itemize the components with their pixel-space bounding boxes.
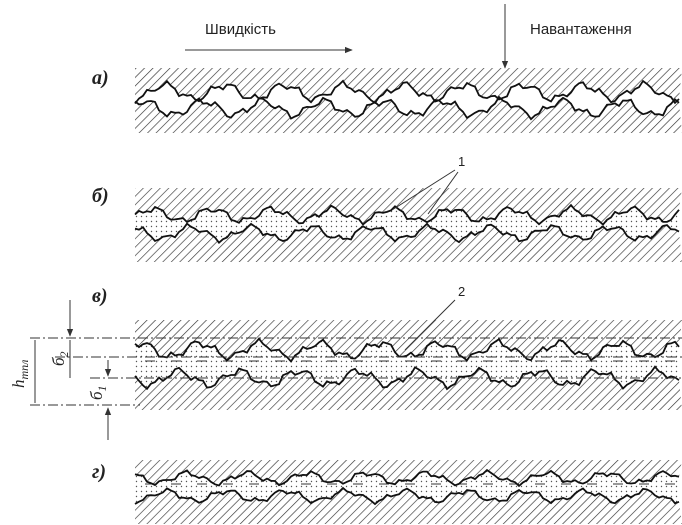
upper-body — [135, 68, 682, 104]
lower-body — [135, 223, 682, 262]
d2-sub: 2 — [57, 351, 71, 357]
h-sub: тпл — [17, 360, 31, 380]
upper-profile — [134, 468, 680, 488]
lower-body — [135, 488, 682, 524]
callout-number: 2 — [458, 284, 465, 299]
lubricant-layer — [135, 205, 679, 243]
lower-profile — [134, 95, 680, 121]
upper-profile — [134, 337, 680, 363]
panel-label: б) — [92, 185, 109, 207]
lower-profile — [134, 222, 680, 245]
upper-body — [135, 320, 682, 362]
lower-body — [135, 97, 682, 133]
lower-profile — [134, 365, 680, 391]
speed-label: Швидкість — [205, 21, 276, 38]
panel-label: г) — [92, 461, 106, 483]
dimensions: hтпл б2 б1 — [9, 300, 682, 440]
leader-line — [391, 169, 456, 211]
panel-label: в) — [92, 285, 108, 307]
d1-label: б1 — [87, 385, 109, 400]
upper-profile — [134, 203, 680, 226]
upper-body — [135, 460, 682, 486]
upper-body — [135, 188, 682, 225]
panel-label: а) — [92, 67, 109, 89]
leader-line — [404, 299, 456, 351]
d1-base: б — [87, 391, 106, 400]
d2-label: б2 — [49, 351, 71, 366]
lower-profile — [134, 486, 680, 506]
surfaces — [134, 68, 682, 524]
leader-line — [427, 171, 459, 215]
callout-number: 1 — [458, 154, 465, 169]
load-label: Навантаження — [530, 21, 632, 38]
d2-base: б — [49, 357, 68, 366]
h-label: hтпл — [9, 360, 31, 388]
upper-profile — [134, 79, 680, 105]
h-base: h — [9, 380, 28, 389]
d1-sub: 1 — [95, 385, 109, 391]
